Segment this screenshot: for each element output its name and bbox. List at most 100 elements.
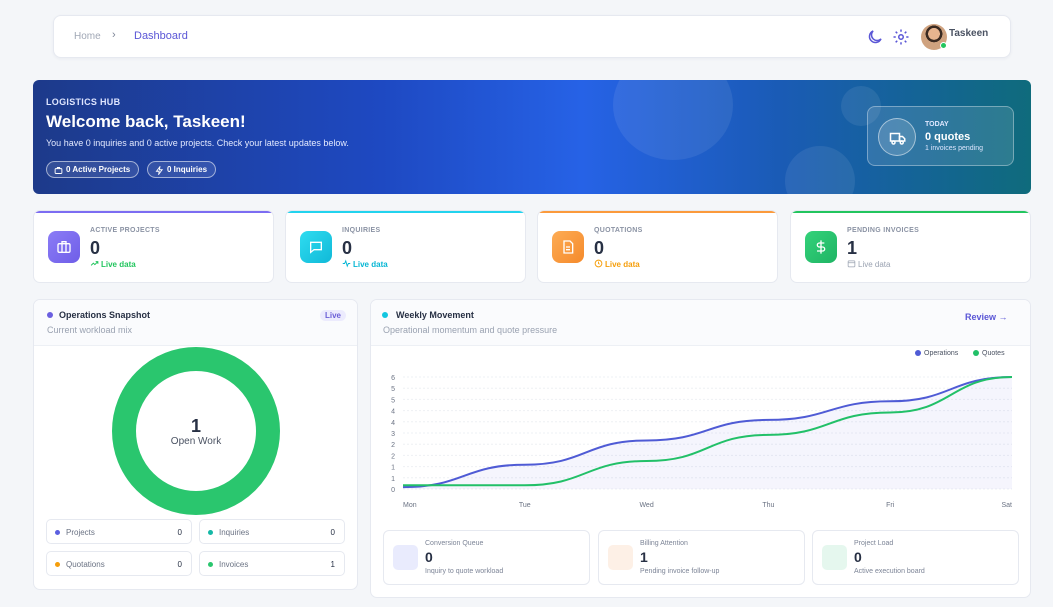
mini-note: Inquiry to quote workload bbox=[425, 568, 504, 575]
donut-center-label: Open Work bbox=[170, 436, 222, 447]
series-line-operations bbox=[402, 376, 1013, 489]
legend-item-projects: Projects 0 bbox=[46, 519, 192, 544]
y-tick-label: 6 bbox=[391, 375, 395, 382]
mini-label: Billing Attention bbox=[640, 540, 688, 547]
legend-dot bbox=[55, 530, 60, 535]
card-subtitle: Current workload mix bbox=[47, 325, 133, 335]
legend-quotes[interactable]: Quotes bbox=[973, 350, 1005, 357]
stat-card-quotations[interactable]: QUOTATIONS 0 Live data bbox=[537, 210, 778, 283]
document-icon bbox=[563, 240, 574, 254]
stat-value: 0 bbox=[90, 238, 101, 258]
mini-card-billing-attention[interactable]: Billing Attention 1 Pending invoice foll… bbox=[598, 530, 805, 585]
user-name[interactable]: Taskeen bbox=[949, 28, 989, 39]
legend-operations[interactable]: Operations bbox=[915, 350, 958, 357]
y-tick-label: 5 bbox=[391, 397, 395, 404]
breadcrumb-home[interactable]: Home bbox=[74, 31, 101, 42]
legend-name: Quotations bbox=[66, 560, 105, 569]
y-tick-label: 2 bbox=[391, 453, 395, 460]
legend-value: 0 bbox=[330, 528, 335, 537]
stat-trend: Live data bbox=[90, 259, 136, 269]
gear-icon[interactable] bbox=[892, 28, 910, 46]
mini-note: Pending invoice follow-up bbox=[640, 568, 720, 575]
legend-dot bbox=[915, 350, 921, 356]
data-point-quotes bbox=[645, 460, 648, 463]
stat-card-pending-invoices[interactable]: PENDING INVOICES 1 Live data bbox=[790, 210, 1031, 283]
stat-icon-box bbox=[805, 231, 837, 263]
legend-dot bbox=[208, 562, 213, 567]
briefcase-icon bbox=[54, 167, 63, 174]
x-tick-label: Mon bbox=[403, 502, 417, 509]
x-tick-label: Tue bbox=[519, 502, 531, 509]
y-tick-label: 1 bbox=[391, 465, 395, 472]
mini-icon-box bbox=[822, 545, 847, 570]
live-badge: Live bbox=[320, 310, 347, 321]
online-status-dot bbox=[940, 42, 947, 49]
legend-item-quotations: Quotations 0 bbox=[46, 551, 192, 576]
stat-accent-bar bbox=[286, 211, 525, 213]
calendar-icon bbox=[847, 260, 856, 268]
stat-card-active-projects[interactable]: ACTIVE PROJECTS 0 Live data bbox=[33, 210, 274, 283]
data-point-operations bbox=[523, 463, 526, 466]
weekly-movement-card: Weekly Movement Operational momentum and… bbox=[370, 299, 1031, 598]
stat-accent-bar bbox=[34, 211, 273, 213]
mini-value: 0 bbox=[854, 549, 862, 565]
legend-value: 0 bbox=[177, 560, 182, 569]
mini-icon-box bbox=[608, 545, 633, 570]
legend-value: 0 bbox=[177, 528, 182, 537]
y-tick-label: 3 bbox=[391, 431, 395, 438]
stat-value: 0 bbox=[342, 238, 353, 258]
card-title: Operations Snapshot bbox=[59, 310, 151, 320]
pulse-icon bbox=[342, 259, 351, 268]
stat-trend: Live data bbox=[847, 259, 890, 269]
x-tick-label: Thu bbox=[762, 502, 774, 509]
inquiries-chip[interactable]: 0 Inquiries bbox=[147, 161, 217, 178]
moon-icon[interactable] bbox=[866, 28, 884, 46]
legend-label: Operations bbox=[924, 350, 959, 357]
stat-trend: Live data bbox=[342, 259, 388, 269]
y-tick-label: 1 bbox=[391, 476, 395, 483]
mini-value: 1 bbox=[640, 549, 648, 565]
legend-item-invoices: Invoices 1 bbox=[199, 551, 345, 576]
top-bar: Home › Dashboard Taskeen bbox=[53, 15, 1011, 58]
card-header: Weekly Movement Operational momentum and… bbox=[371, 300, 1030, 346]
series-area-operations bbox=[403, 377, 1012, 489]
y-tick-label: 4 bbox=[391, 409, 395, 416]
bolt-icon bbox=[155, 166, 164, 175]
y-tick-label: 4 bbox=[391, 420, 395, 427]
dollar-icon bbox=[816, 240, 826, 254]
mini-note: Active execution board bbox=[854, 568, 925, 575]
weekly-line-chart: 6 5 5 4 4 3 2 2 1 1 0 Mon Tue Wed Thu Fri Sat bbox=[391, 375, 1014, 509]
stat-trend-label: Live data bbox=[353, 260, 388, 269]
active-projects-chip[interactable]: 0 Active Projects bbox=[46, 161, 140, 178]
truck-icon bbox=[878, 118, 916, 156]
donut-ring bbox=[112, 347, 280, 515]
data-point-quotes bbox=[889, 411, 892, 414]
operations-snapshot-card: Operations Snapshot Current workload mix… bbox=[33, 299, 358, 590]
stat-card-inquiries[interactable]: INQUIRIES 0 Live data bbox=[285, 210, 526, 283]
series-line-quotes bbox=[402, 376, 1013, 487]
stat-accent-bar bbox=[791, 211, 1030, 213]
data-point-operations bbox=[889, 400, 892, 403]
stat-icon-box bbox=[300, 231, 332, 263]
legend-item-inquiries: Inquiries 0 bbox=[199, 519, 345, 544]
data-point-quotes bbox=[1011, 376, 1014, 379]
stat-accent-bar bbox=[538, 211, 777, 213]
mini-card-project-load[interactable]: Project Load 0 Active execution board bbox=[812, 530, 1019, 585]
mini-card-conversion-queue[interactable]: Conversion Queue 0 Inquiry to quote work… bbox=[383, 530, 590, 585]
breadcrumb-current: Dashboard bbox=[134, 30, 188, 42]
mini-label: Project Load bbox=[854, 540, 894, 547]
card-header: Operations Snapshot Current workload mix… bbox=[34, 300, 357, 346]
legend-value: 1 bbox=[330, 560, 335, 569]
stat-icon-box bbox=[552, 231, 584, 263]
hero-subtitle: You have 0 inquiries and 0 active projec… bbox=[46, 138, 349, 148]
donut-center-value: 1 bbox=[190, 416, 201, 436]
mini-label: Conversion Queue bbox=[425, 540, 484, 547]
clock-icon bbox=[594, 259, 603, 268]
today-value: 0 quotes bbox=[925, 131, 971, 143]
stat-trend-label: Live data bbox=[858, 260, 891, 269]
stat-label: QUOTATIONS bbox=[594, 227, 643, 234]
stat-trend: Live data bbox=[594, 259, 640, 269]
stat-label: INQUIRIES bbox=[342, 227, 381, 234]
review-link[interactable]: Review → bbox=[965, 312, 1008, 322]
data-point-quotes bbox=[767, 433, 770, 436]
